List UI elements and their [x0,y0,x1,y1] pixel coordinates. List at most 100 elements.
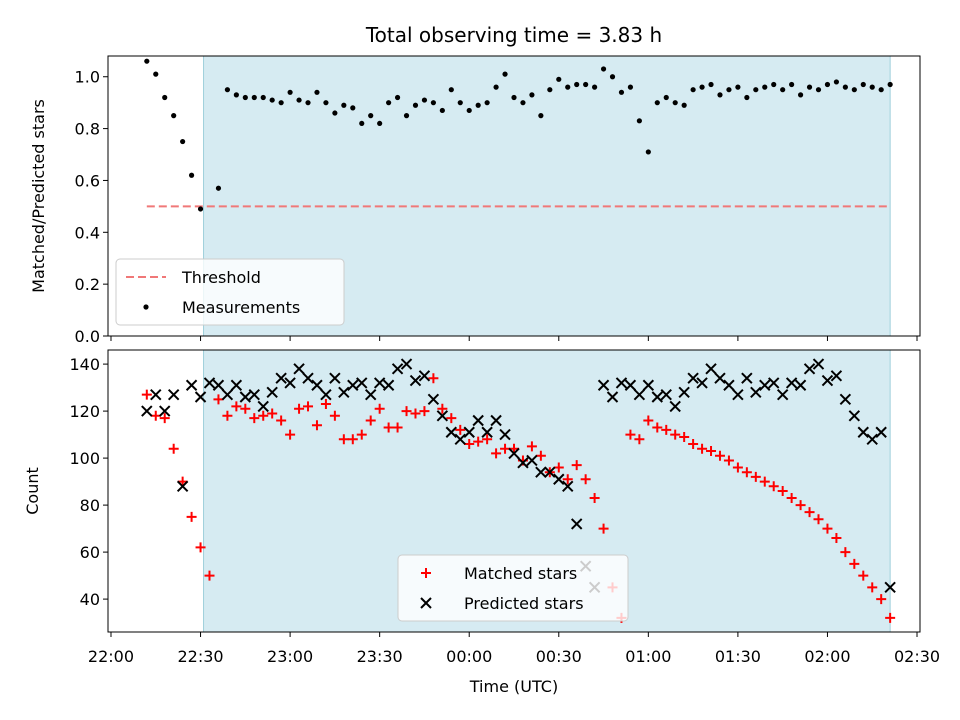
measurement-point [717,92,723,98]
matched-star-point [759,476,770,487]
matched-star-point [661,424,672,435]
matched-star-point [688,439,699,449]
matched-star-point [455,424,466,435]
matched-star-point [750,471,761,482]
measurement-point [341,102,347,108]
predicted-star-point [329,372,341,384]
y-tick-label: 0.6 [75,171,100,190]
predicted-star-point [338,386,350,399]
measurement-point [466,107,472,114]
matched-star-point [643,415,654,426]
measurement-point [726,87,732,93]
x-tick-label: 00:30 [536,647,582,666]
predicted-star-point [776,388,789,401]
measurement-point [609,74,616,80]
predicted-star-point [705,363,717,375]
predicted-star-point [382,379,395,391]
measurement-point [350,105,356,111]
predicted-star-point [642,379,655,391]
predicted-star-point [472,414,484,427]
predicted-star-point [275,372,287,384]
y-tick-label: 40 [80,590,100,609]
measurement-point [654,100,660,106]
legend-predicted-swatch [420,597,432,609]
predicted-star-point [427,393,440,406]
matched-star-point [849,558,860,569]
measurement-point [806,84,813,90]
matched-star-point [437,403,448,414]
measurement-point [493,84,499,90]
measurement-point [484,100,490,106]
y-tick-label: 1.0 [75,68,100,87]
predicted-star-point [409,374,422,387]
legend-measurements-swatch [143,304,149,310]
measurement-point [600,66,607,72]
y-tick-label: 0.8 [75,120,100,139]
measurement-point [583,81,589,88]
matched-star-point [276,415,287,426]
predicted-star-point [624,379,637,391]
measurement-point [556,76,562,82]
y-axis-label: Count [23,467,42,515]
y-tick-label: 80 [80,496,100,515]
x-tick-label: 23:00 [267,647,313,666]
measurement-point [197,206,204,212]
measurement-point [296,97,302,103]
measurement-point [860,81,866,88]
measurement-point [699,84,705,90]
measurement-point [439,107,445,114]
measurement-point [681,102,687,108]
predicted-star-point [490,414,502,427]
predicted-star-point [768,377,780,389]
predicted-star-point [687,372,699,384]
predicted-star-point [651,391,664,403]
predicted-star-point [499,428,511,441]
x-tick-label: 00:00 [446,647,492,666]
predicted-star-point [723,379,735,391]
predicted-star-point [535,466,547,478]
measurement-point [403,113,410,119]
matched-star-point [723,455,734,466]
predicted-star-point [203,377,216,389]
predicted-star-point [364,388,377,401]
chart-title: Total observing time = 3.83 h [365,23,662,47]
matched-star-point [240,403,251,414]
matched-star-point [598,523,609,534]
predicted-star-point [159,405,171,417]
matched-star-point [446,413,457,424]
predicted-star-point [866,433,878,446]
measurement-point [520,100,526,106]
measurement-point [323,100,329,106]
matched-star-point [795,500,806,511]
measurement-point [305,100,311,106]
matched-star-point [670,429,681,440]
matched-star-point [365,415,376,426]
x-axis-label: Time (UTC) [469,677,558,696]
predicted-star-point [293,363,305,375]
measurement-point [565,84,571,90]
measurement-point [269,97,275,103]
matched-star-point [768,481,779,492]
measurement-point [359,120,365,127]
matched-star-point [303,401,314,412]
predicted-star-point [633,388,646,401]
predicted-star-point [821,374,834,387]
matched-star-point [383,422,394,433]
legend-measurements-label: Measurements [182,298,300,317]
predicted-star-point [759,379,771,391]
measurement-point [744,94,750,101]
matched-star-point [589,493,600,504]
predicted-star-point [221,388,234,401]
predicted-star-point [553,473,565,485]
predicted-star-point [812,358,825,370]
measurement-point [332,110,338,116]
matched-star-point [374,403,385,414]
x-tick-label: 02:30 [894,647,940,666]
plot-frame [107,349,921,633]
matched-star-point [267,408,278,419]
matched-star-point [249,413,260,424]
measurement-point [842,84,848,90]
predicted-star-point [257,400,269,413]
matched-star-point [401,406,412,417]
legend-box [397,554,629,622]
